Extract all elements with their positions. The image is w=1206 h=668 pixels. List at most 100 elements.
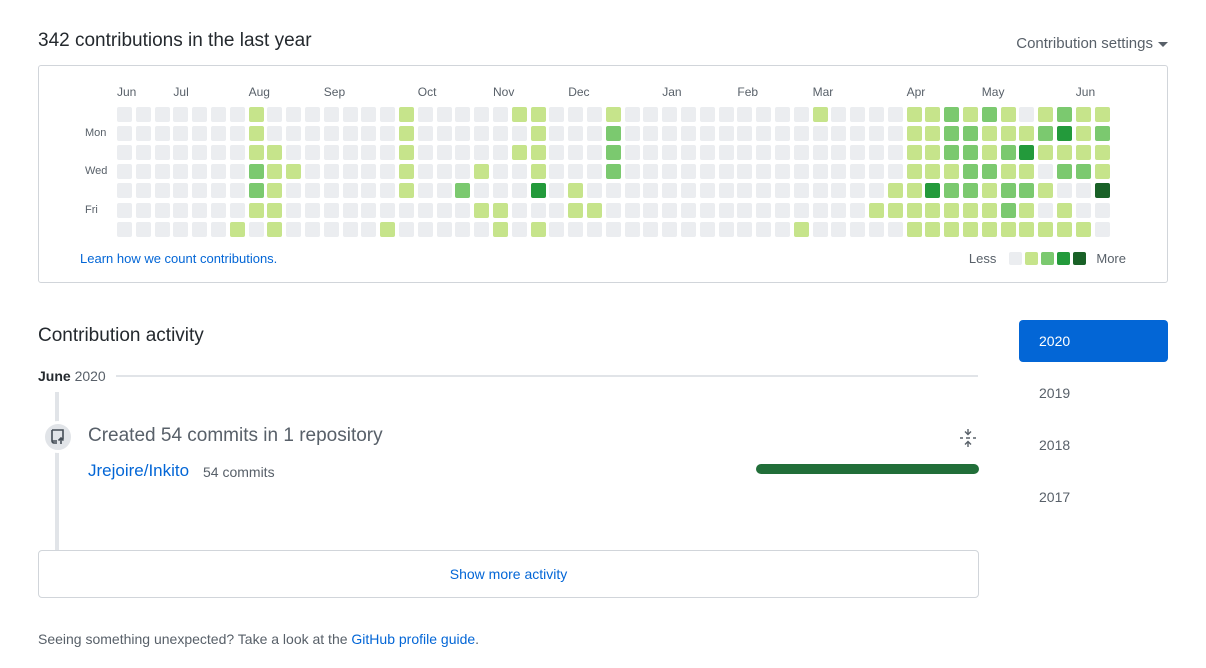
contribution-day-cell[interactable] — [587, 221, 602, 237]
contribution-day-cell[interactable] — [323, 126, 339, 142]
contribution-day-cell[interactable] — [192, 183, 208, 199]
contribution-day-cell[interactable] — [474, 202, 490, 218]
contribution-day-cell[interactable] — [737, 164, 753, 180]
contribution-day-cell[interactable] — [511, 145, 527, 161]
contribution-day-cell[interactable] — [643, 126, 659, 142]
contribution-day-cell[interactable] — [361, 145, 377, 161]
repository-link[interactable]: Jrejoire/Inkito — [88, 461, 190, 480]
contribution-day-cell[interactable] — [474, 183, 490, 199]
contribution-day-cell[interactable] — [643, 107, 659, 122]
contribution-day-cell[interactable] — [248, 107, 264, 122]
contribution-day-cell[interactable] — [944, 221, 960, 237]
contribution-day-cell[interactable] — [342, 183, 358, 199]
contribution-day-cell[interactable] — [887, 164, 903, 180]
contribution-day-cell[interactable] — [681, 164, 696, 180]
contribution-day-cell[interactable] — [323, 202, 339, 218]
contribution-day-cell[interactable] — [417, 145, 433, 161]
contribution-day-cell[interactable] — [624, 126, 640, 142]
contribution-day-cell[interactable] — [192, 126, 208, 142]
contribution-day-cell[interactable] — [493, 183, 508, 199]
contribution-day-cell[interactable] — [643, 202, 659, 218]
contribution-day-cell[interactable] — [511, 202, 527, 218]
fold-icon[interactable] — [958, 428, 978, 453]
contribution-day-cell[interactable] — [775, 107, 790, 122]
contribution-day-cell[interactable] — [417, 107, 433, 122]
contribution-day-cell[interactable] — [793, 126, 809, 142]
contribution-day-cell[interactable] — [229, 221, 245, 237]
contribution-day-cell[interactable] — [117, 221, 132, 237]
contribution-day-cell[interactable] — [906, 183, 922, 199]
contribution-day-cell[interactable] — [305, 221, 320, 237]
contribution-day-cell[interactable] — [850, 145, 866, 161]
contribution-day-cell[interactable] — [775, 164, 790, 180]
contribution-day-cell[interactable] — [944, 202, 960, 218]
contribution-day-cell[interactable] — [1019, 164, 1035, 180]
contribution-day-cell[interactable] — [662, 183, 678, 199]
contribution-day-cell[interactable] — [1057, 221, 1072, 237]
contribution-day-cell[interactable] — [135, 202, 151, 218]
contribution-day-cell[interactable] — [380, 183, 396, 199]
contribution-day-cell[interactable] — [530, 107, 546, 122]
contribution-day-cell[interactable] — [286, 183, 302, 199]
contribution-day-cell[interactable] — [229, 202, 245, 218]
contribution-day-cell[interactable] — [568, 202, 584, 218]
contribution-day-cell[interactable] — [1057, 164, 1072, 180]
contribution-day-cell[interactable] — [587, 202, 602, 218]
contribution-day-cell[interactable] — [699, 107, 715, 122]
contribution-day-cell[interactable] — [737, 107, 753, 122]
contribution-day-cell[interactable] — [1000, 164, 1016, 180]
contribution-day-cell[interactable] — [831, 202, 847, 218]
contribution-day-cell[interactable] — [267, 107, 283, 122]
contribution-day-cell[interactable] — [1094, 202, 1110, 218]
contribution-day-cell[interactable] — [775, 126, 790, 142]
contribution-day-cell[interactable] — [925, 164, 941, 180]
contribution-day-cell[interactable] — [981, 221, 997, 237]
contribution-day-cell[interactable] — [681, 126, 696, 142]
contribution-day-cell[interactable] — [342, 107, 358, 122]
contribution-day-cell[interactable] — [925, 126, 941, 142]
contribution-day-cell[interactable] — [549, 145, 565, 161]
contribution-day-cell[interactable] — [455, 202, 471, 218]
contribution-day-cell[interactable] — [192, 145, 208, 161]
contribution-day-cell[interactable] — [624, 202, 640, 218]
contribution-day-cell[interactable] — [248, 202, 264, 218]
contribution-day-cell[interactable] — [812, 107, 828, 122]
contribution-day-cell[interactable] — [981, 145, 997, 161]
contribution-day-cell[interactable] — [756, 221, 772, 237]
contribution-day-cell[interactable] — [380, 221, 396, 237]
contribution-day-cell[interactable] — [869, 164, 884, 180]
contribution-day-cell[interactable] — [380, 202, 396, 218]
contribution-day-cell[interactable] — [1057, 145, 1072, 161]
contribution-day-cell[interactable] — [963, 145, 978, 161]
contribution-day-cell[interactable] — [1038, 221, 1054, 237]
contribution-day-cell[interactable] — [380, 145, 396, 161]
contribution-day-cell[interactable] — [756, 107, 772, 122]
contribution-day-cell[interactable] — [229, 183, 245, 199]
contribution-day-cell[interactable] — [229, 145, 245, 161]
contribution-day-cell[interactable] — [587, 145, 602, 161]
contribution-day-cell[interactable] — [831, 164, 847, 180]
contribution-day-cell[interactable] — [681, 183, 696, 199]
contribution-day-cell[interactable] — [887, 202, 903, 218]
contribution-day-cell[interactable] — [229, 126, 245, 142]
contribution-day-cell[interactable] — [925, 221, 941, 237]
contribution-day-cell[interactable] — [831, 183, 847, 199]
contribution-day-cell[interactable] — [286, 126, 302, 142]
contribution-day-cell[interactable] — [775, 183, 790, 199]
contribution-day-cell[interactable] — [869, 107, 884, 122]
contribution-day-cell[interactable] — [399, 107, 414, 122]
contribution-day-cell[interactable] — [1094, 183, 1110, 199]
contribution-day-cell[interactable] — [887, 183, 903, 199]
contribution-day-cell[interactable] — [361, 126, 377, 142]
contribution-day-cell[interactable] — [605, 221, 621, 237]
contribution-day-cell[interactable] — [192, 164, 208, 180]
contribution-day-cell[interactable] — [417, 202, 433, 218]
contribution-day-cell[interactable] — [812, 202, 828, 218]
contribution-day-cell[interactable] — [436, 126, 452, 142]
contribution-day-cell[interactable] — [1057, 183, 1072, 199]
contribution-day-cell[interactable] — [455, 183, 471, 199]
contribution-day-cell[interactable] — [887, 145, 903, 161]
contribution-day-cell[interactable] — [718, 202, 734, 218]
contribution-day-cell[interactable] — [812, 221, 828, 237]
contribution-day-cell[interactable] — [305, 145, 320, 161]
